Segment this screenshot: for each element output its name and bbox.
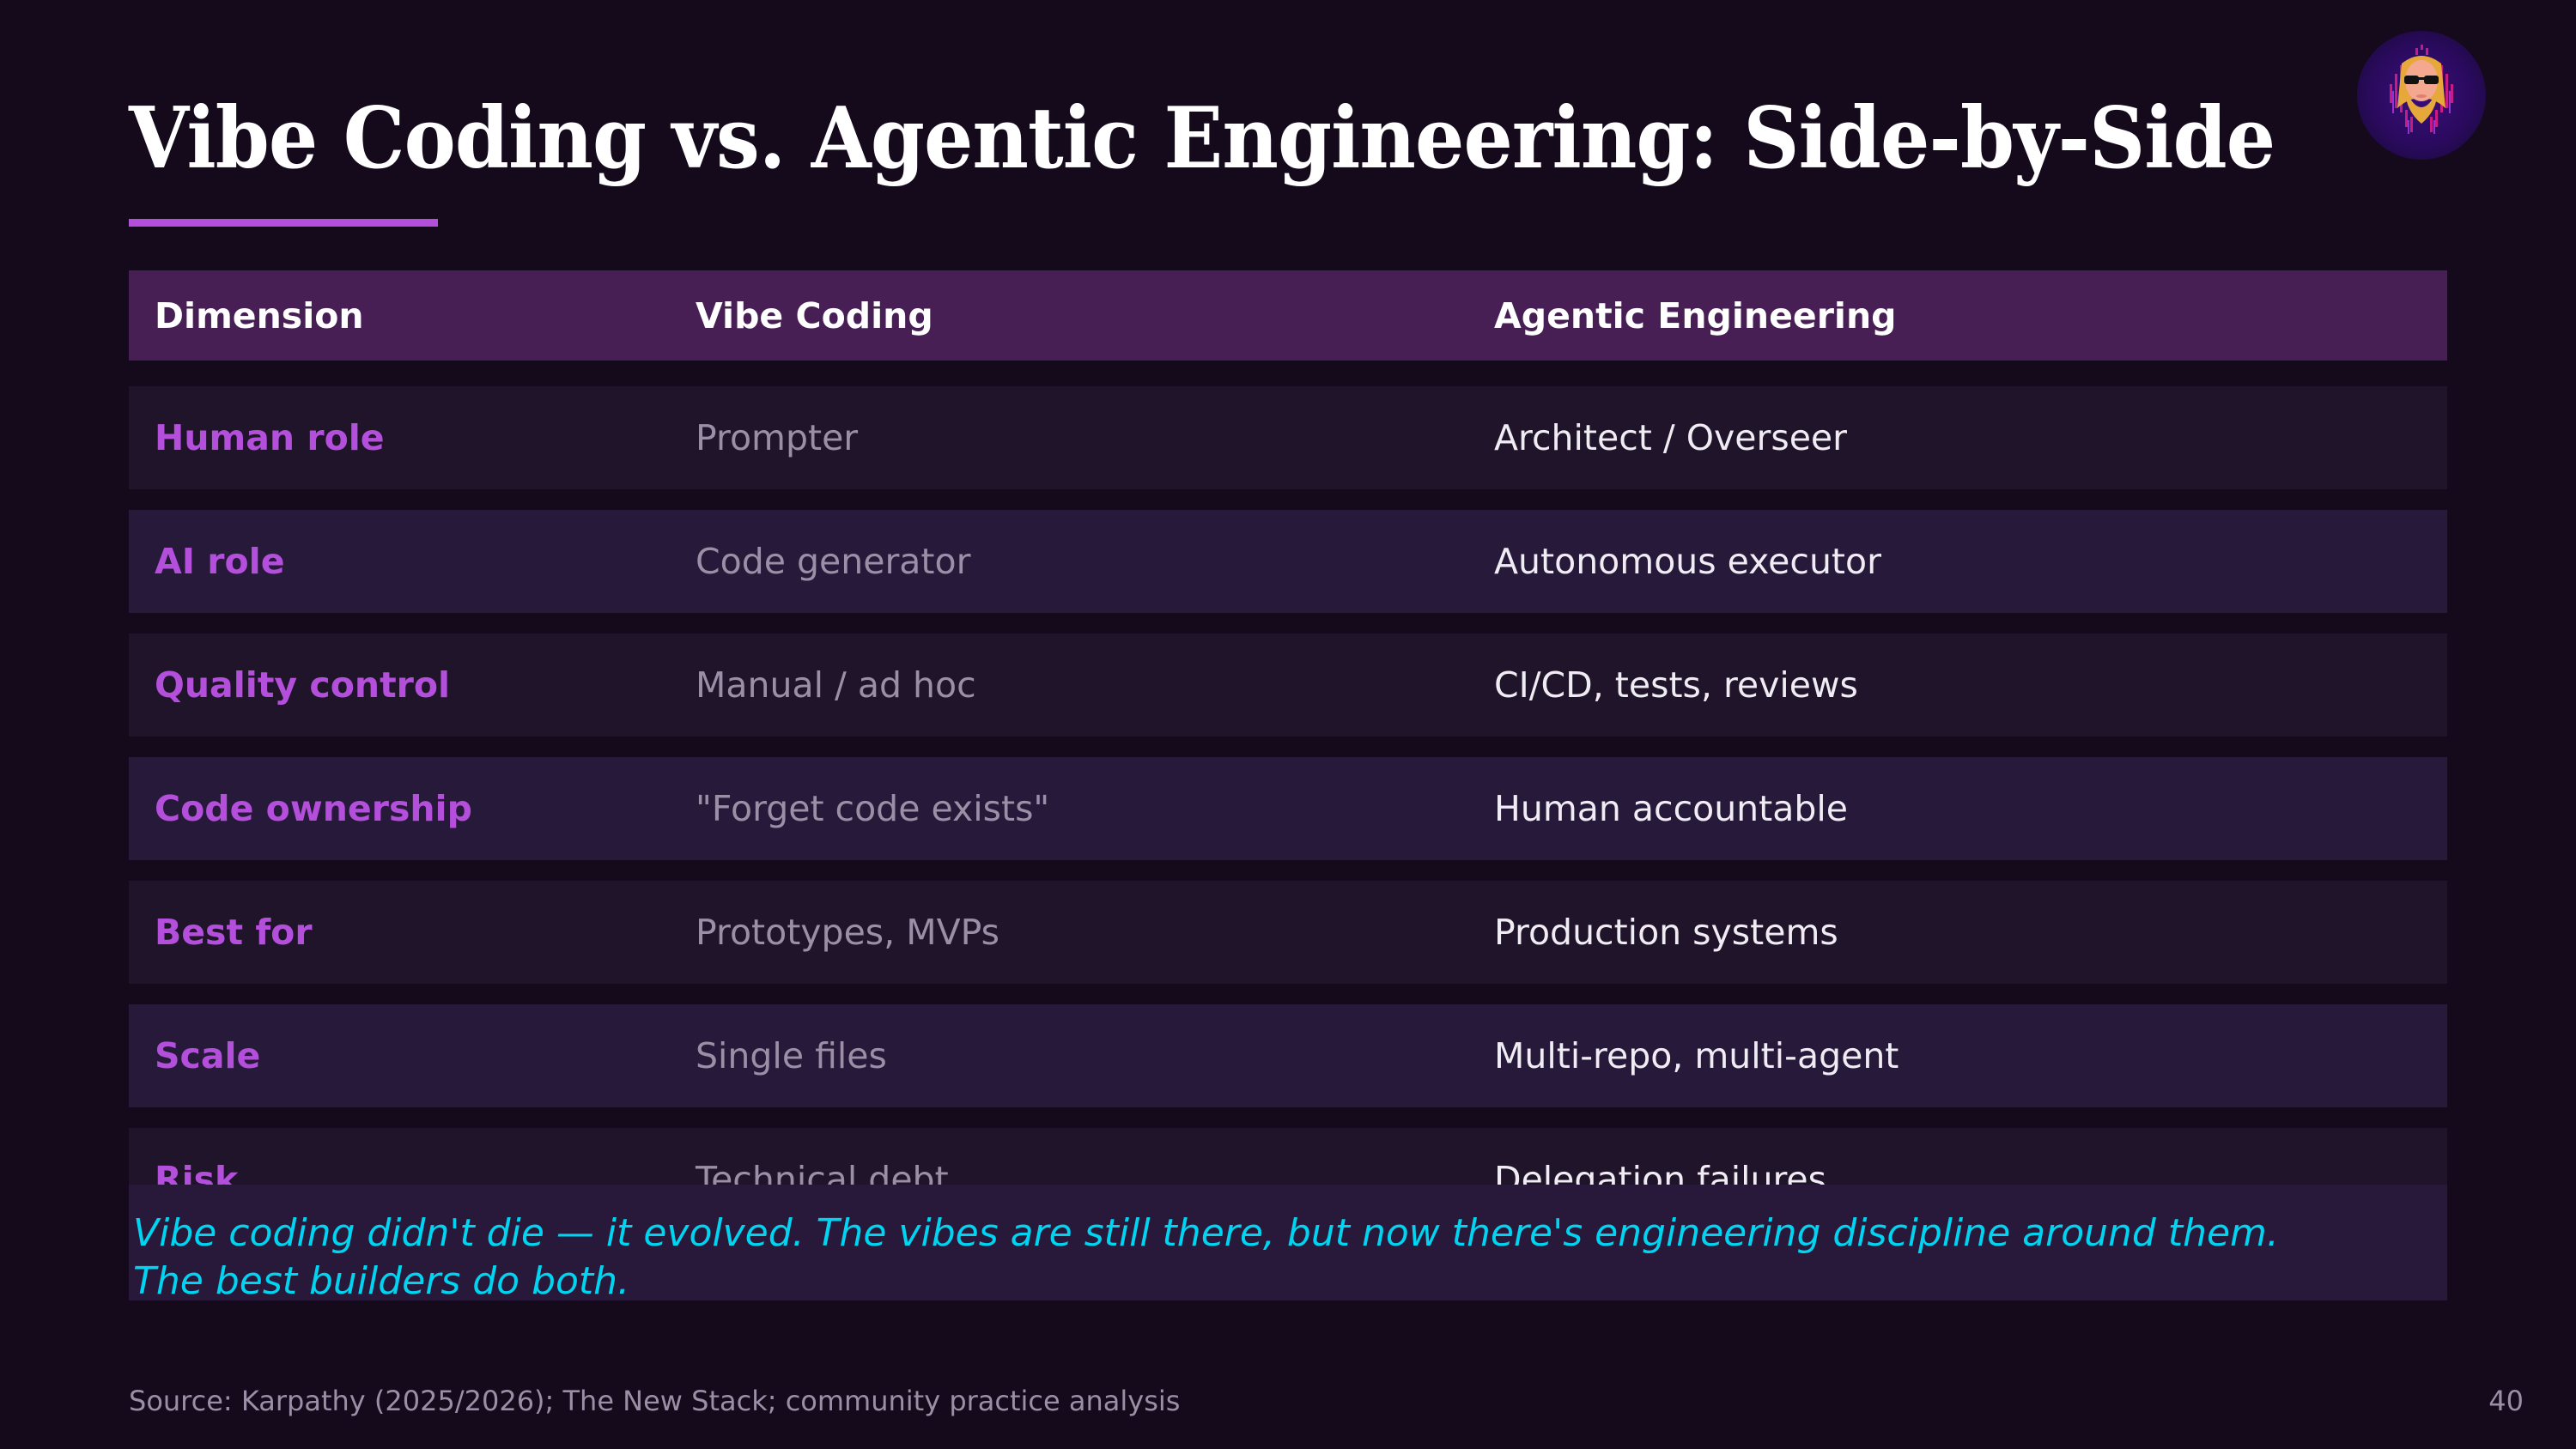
table-row: Best for Prototypes, MVPs Production sys… bbox=[129, 881, 2447, 984]
agentic-engineering-value: Multi-repo, multi-agent bbox=[1494, 1035, 1899, 1076]
vibe-coding-value: "Forget code exists" bbox=[696, 788, 1050, 829]
agentic-engineering-value: Delegation failures bbox=[1494, 1159, 1826, 1185]
callout-text: Vibe coding didn't die — it evolved. The… bbox=[133, 1211, 2279, 1303]
dimension-label: Risk bbox=[155, 1159, 239, 1185]
agentic-engineering-value: Human accountable bbox=[1494, 788, 1849, 829]
page-title: Vibe Coding vs. Agentic Engineering: Sid… bbox=[129, 89, 2275, 188]
table-row: Human role Prompter Architect / Overseer bbox=[129, 386, 2447, 489]
page-number: 40 bbox=[2488, 1385, 2524, 1417]
vibe-coding-value: Prompter bbox=[696, 417, 859, 458]
vibe-coding-value: Code generator bbox=[696, 541, 971, 582]
title-underline bbox=[129, 219, 438, 227]
table-row: AI role Code generator Autonomous execut… bbox=[129, 510, 2447, 613]
vibe-coding-value: Prototypes, MVPs bbox=[696, 912, 1000, 953]
dimension-label: AI role bbox=[155, 541, 285, 582]
table-row: Code ownership "Forget code exists" Huma… bbox=[129, 757, 2447, 860]
dimension-label: Code ownership bbox=[155, 788, 472, 829]
agentic-engineering-value: Architect / Overseer bbox=[1494, 417, 1848, 458]
agentic-engineering-value: Autonomous executor bbox=[1494, 541, 1881, 582]
column-header-agentic-engineering: Agentic Engineering bbox=[1494, 294, 1897, 336]
table-row: Quality control Manual / ad hoc CI/CD, t… bbox=[129, 634, 2447, 737]
column-header-dimension: Dimension bbox=[155, 294, 364, 336]
dimension-label: Best for bbox=[155, 912, 313, 953]
avatar-bearded-sunglasses-icon bbox=[2390, 45, 2453, 134]
table-header-row: Dimension Vibe Coding Agentic Engineerin… bbox=[129, 270, 2447, 361]
source-citation: Source: Karpathy (2025/2026); The New St… bbox=[129, 1385, 1181, 1417]
dimension-label: Quality control bbox=[155, 664, 451, 706]
vibe-coding-value: Technical debt bbox=[696, 1159, 949, 1185]
avatar bbox=[2357, 31, 2486, 160]
agentic-engineering-value: CI/CD, tests, reviews bbox=[1494, 664, 1858, 706]
comparison-table: Dimension Vibe Coding Agentic Engineerin… bbox=[129, 270, 2447, 1185]
dimension-label: Human role bbox=[155, 417, 385, 458]
column-header-vibe-coding: Vibe Coding bbox=[696, 294, 933, 336]
takeaway-callout: Vibe coding didn't die — it evolved. The… bbox=[129, 1185, 2447, 1303]
dimension-label: Scale bbox=[155, 1035, 261, 1076]
table-row: Risk Technical debt Delegation failures bbox=[129, 1128, 2447, 1185]
table-row: Scale Single files Multi-repo, multi-age… bbox=[129, 1004, 2447, 1107]
agentic-engineering-value: Production systems bbox=[1494, 912, 1838, 953]
vibe-coding-value: Manual / ad hoc bbox=[696, 664, 976, 706]
vibe-coding-value: Single files bbox=[696, 1035, 887, 1076]
